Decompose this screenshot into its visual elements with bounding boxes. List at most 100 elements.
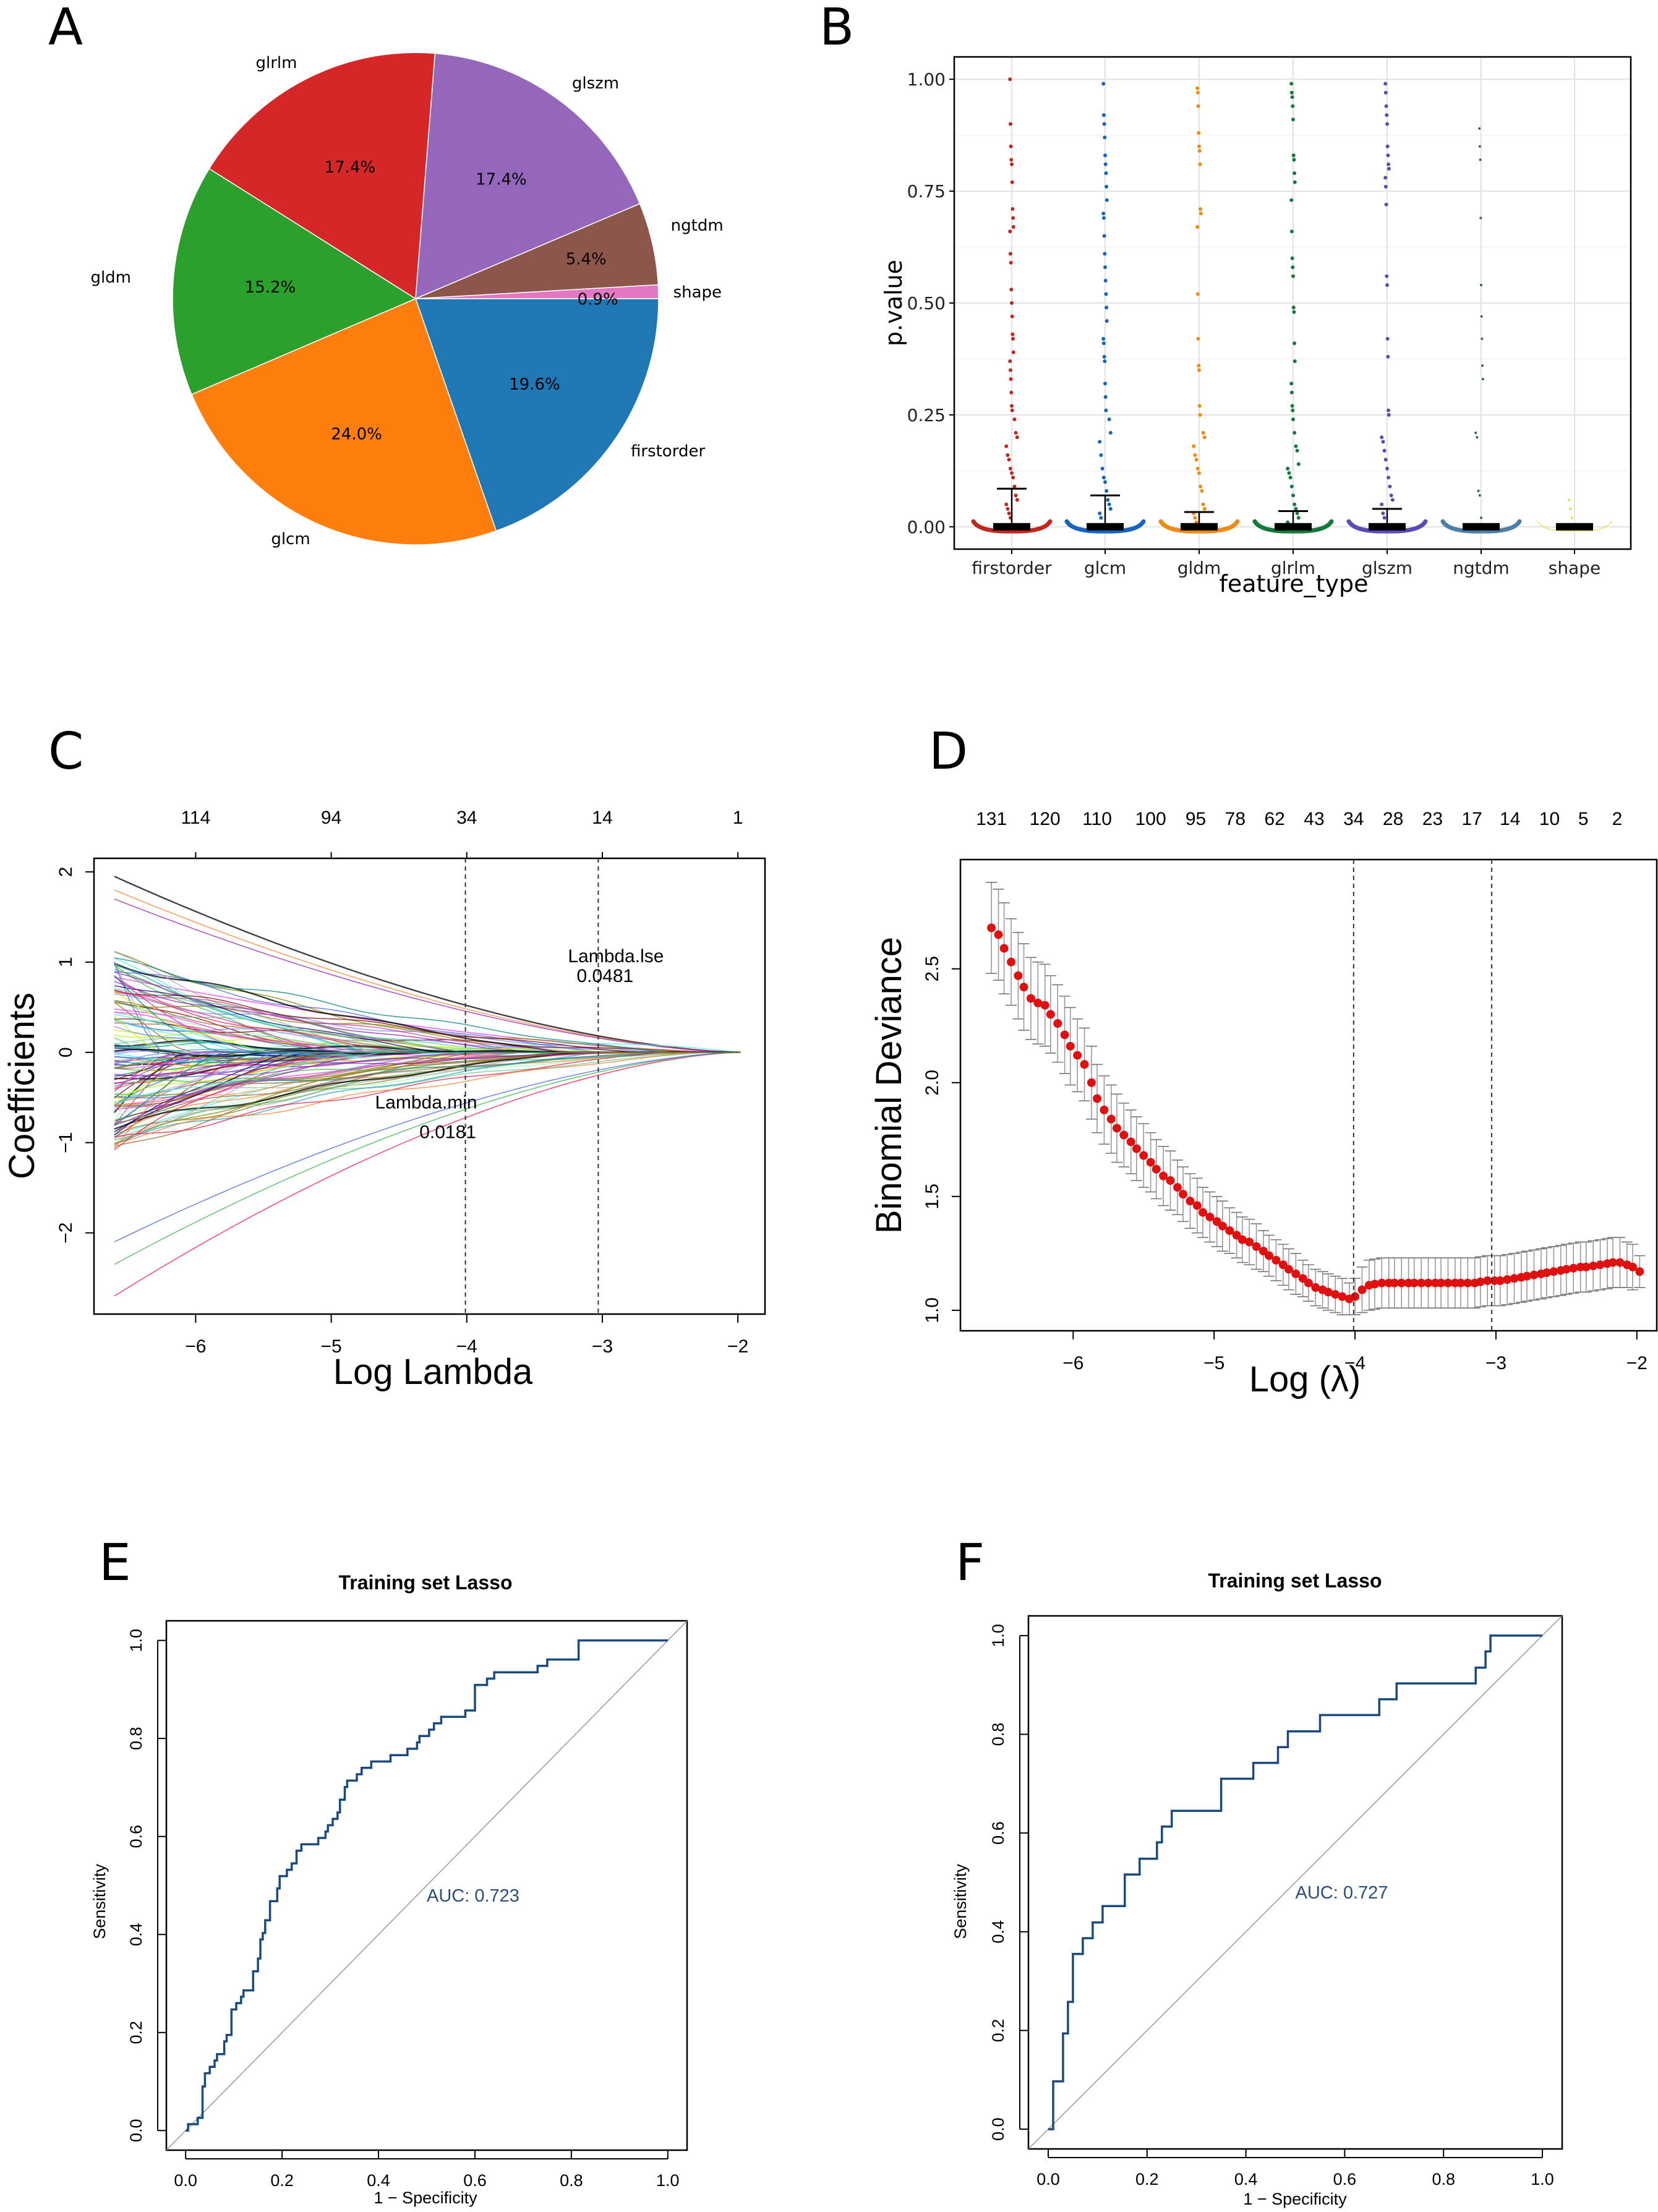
pie-slice-ngtdm — [415, 203, 659, 299]
data-point — [1015, 435, 1019, 440]
pie-slice-label: gldm — [90, 268, 131, 287]
panel-letter-d: D — [929, 722, 968, 781]
y-tick-label: 0.00 — [907, 517, 946, 537]
deviance-point — [1549, 1267, 1558, 1276]
data-point — [1195, 466, 1200, 471]
box-median — [1369, 523, 1406, 531]
top-axis-label: 23 — [1422, 809, 1443, 829]
data-point — [1478, 145, 1481, 148]
top-axis-label: 14 — [1500, 809, 1520, 829]
data-point — [1386, 153, 1390, 158]
violin-shape — [1346, 519, 1428, 534]
x-tick-label: 0.6 — [463, 2171, 487, 2190]
top-axis-label: 14 — [592, 808, 612, 828]
deviance-point — [1284, 1265, 1293, 1274]
y-axis-title: Binomial Deviance — [869, 937, 909, 1234]
data-point — [1383, 184, 1388, 189]
deviance-point — [1252, 1242, 1261, 1251]
roc-curve — [1048, 1634, 1542, 2130]
data-point — [1006, 453, 1010, 458]
y-tick-label: 1.0 — [989, 1624, 1007, 1647]
data-point — [1289, 382, 1294, 386]
data-point — [1291, 104, 1295, 108]
x-tick-label: −6 — [1062, 1353, 1083, 1373]
reference-diagonal — [1028, 1615, 1563, 2150]
pie-percent-label: 5.4% — [566, 250, 607, 269]
data-point — [1008, 466, 1012, 471]
deviance-point — [1106, 1114, 1116, 1124]
data-point — [1101, 341, 1106, 346]
data-point — [1474, 431, 1477, 434]
data-point — [1381, 511, 1385, 516]
deviance-point — [1443, 1278, 1453, 1287]
data-point — [1105, 198, 1109, 202]
y-tick-label: 1.00 — [907, 69, 946, 90]
y-tick-label: 1.0 — [922, 1297, 942, 1323]
data-point — [1015, 498, 1019, 502]
deviance-point — [1066, 1041, 1075, 1051]
deviance-point — [1311, 1283, 1320, 1292]
y-tick-label: 0.2 — [127, 2021, 145, 2044]
data-point — [1290, 256, 1294, 260]
data-point — [1108, 430, 1113, 435]
deviance-point — [1198, 1208, 1207, 1217]
data-point — [1008, 252, 1012, 256]
data-point — [1295, 511, 1299, 516]
data-point — [1099, 453, 1103, 458]
y-tick-label: 0.4 — [989, 1920, 1007, 1944]
x-tick-label: −2 — [727, 1336, 748, 1357]
data-point — [1199, 207, 1203, 211]
data-point — [1293, 359, 1297, 364]
data-point — [1289, 484, 1294, 489]
data-point — [1293, 341, 1297, 346]
y-tick-label: 0.0 — [127, 2119, 145, 2143]
data-point — [1385, 113, 1389, 117]
pie-slice-shape — [415, 284, 659, 299]
deviance-point — [1596, 1260, 1605, 1270]
data-point — [1195, 86, 1200, 90]
data-point — [1098, 511, 1102, 516]
data-point — [1383, 90, 1388, 95]
data-point — [1385, 336, 1390, 341]
data-point — [1014, 493, 1018, 498]
data-point — [1195, 90, 1200, 95]
data-point — [1287, 471, 1291, 475]
data-point — [1006, 506, 1010, 511]
x-tick-label: 0.2 — [1135, 2170, 1159, 2189]
data-point — [1202, 435, 1207, 440]
top-axis-label: 1 — [733, 808, 743, 828]
data-point — [1102, 122, 1106, 126]
top-axis-label: 62 — [1264, 809, 1284, 829]
y-tick-label: 0 — [56, 1047, 76, 1057]
data-point — [1012, 484, 1017, 489]
violin-shape — [1064, 519, 1146, 534]
deviance-point — [1126, 1137, 1135, 1147]
data-point — [1286, 466, 1290, 471]
deviance-point — [1186, 1197, 1195, 1206]
data-point — [1011, 207, 1015, 211]
data-point — [1197, 131, 1201, 135]
x-tick-label: −5 — [320, 1336, 341, 1357]
deviance-point — [1093, 1094, 1102, 1103]
data-point — [1387, 412, 1391, 417]
pie-slice-label: firstorder — [631, 442, 705, 461]
deviance-point — [1205, 1212, 1215, 1221]
data-point — [1195, 224, 1200, 229]
top-axis-label: 120 — [1030, 809, 1061, 829]
data-point — [1009, 144, 1013, 148]
data-point — [1010, 404, 1014, 408]
x-tick-label: glcm — [1084, 558, 1126, 578]
pie-slice-label: glrlm — [256, 54, 297, 72]
deviance-point — [1635, 1267, 1644, 1276]
data-point — [1008, 77, 1012, 82]
pvalue-violin-panel: 0.00 0.25 0.50 0.75 1.00 firstorder glcm gldm gl… — [880, 56, 1632, 597]
data-point — [1390, 498, 1395, 502]
deviance-point — [1139, 1151, 1148, 1160]
data-point — [1387, 476, 1391, 480]
data-point — [1010, 471, 1014, 475]
data-point — [1103, 265, 1107, 270]
data-point — [1293, 180, 1297, 184]
x-tick-label: −3 — [592, 1336, 613, 1357]
y-tick-label: 0.4 — [127, 1923, 145, 1946]
